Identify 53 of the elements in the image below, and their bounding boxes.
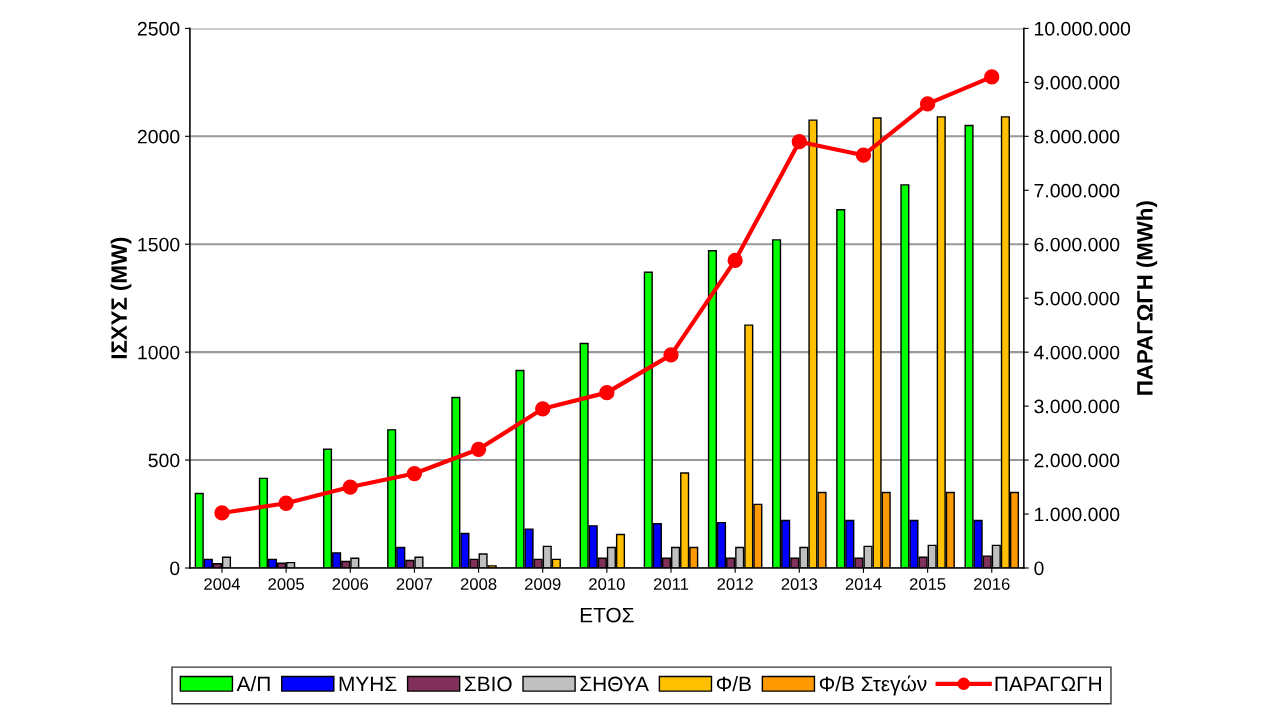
- y2-tick-label: 7.000.000: [1034, 183, 1120, 198]
- y2-tick-label: 5.000.000: [1034, 291, 1120, 306]
- y2-tick-label: 9.000.000: [1034, 75, 1120, 90]
- x-tick-label: 2004: [204, 578, 241, 590]
- x-tick-label: 2005: [268, 578, 304, 590]
- legend-label: Φ/Β Στεγών: [819, 675, 927, 696]
- legend-label: Α/Π: [236, 676, 270, 692]
- x-axis-title: ΕΤΟΣ: [580, 607, 634, 623]
- point: [599, 384, 615, 401]
- x-tick-label: 2014: [845, 578, 882, 590]
- point: [663, 347, 679, 363]
- y-tick-label: 2500: [137, 21, 180, 36]
- point: [727, 252, 743, 269]
- y-tick-label: 1000: [138, 345, 180, 360]
- y2-tick-label: 0: [1034, 561, 1044, 576]
- y2-tick-label: 8.000.000: [1034, 129, 1120, 144]
- point: [470, 441, 487, 457]
- point: [984, 69, 1000, 85]
- y2-tick-label: 6.000.000: [1034, 237, 1120, 252]
- y2-tick-label: 1.000.000: [1035, 507, 1120, 522]
- y-tick-label: 0: [170, 561, 180, 576]
- y2-tick-label: 4.000.000: [1034, 345, 1120, 360]
- x-tick-label: 2009: [525, 578, 561, 590]
- x-tick-label: 2007: [396, 578, 433, 590]
- y2-axis-title: ΠΑΡΑΓΩΓΗ (MWh): [1136, 201, 1158, 395]
- point: [406, 465, 423, 482]
- y2-tick-label: 2.000.000: [1034, 453, 1120, 468]
- y-tick-label: 500: [148, 453, 180, 468]
- point: [342, 479, 358, 495]
- x-tick-label: 2015: [909, 578, 946, 590]
- point: [855, 147, 872, 163]
- x-tick-label: 2008: [460, 578, 497, 590]
- x-tick-label: 2011: [653, 578, 689, 590]
- point: [214, 505, 230, 521]
- legend-label: Φ/Β: [716, 676, 751, 692]
- legend-label: ΣΗΘΥΑ: [580, 676, 649, 692]
- y2-tick-label: 10.000.000: [1035, 21, 1131, 36]
- x-tick-label: 2016: [974, 578, 1010, 590]
- point: [535, 401, 551, 417]
- y-tick-label: 1500: [138, 237, 180, 252]
- legend-label: ΣΒΙΟ: [464, 676, 512, 692]
- x-tick-label: 2012: [717, 578, 753, 590]
- x-tick-label: 2010: [589, 578, 625, 590]
- point: [278, 495, 294, 511]
- point: [791, 134, 807, 150]
- point: [919, 96, 936, 112]
- legend-label: ΜΥΗΣ: [339, 676, 397, 692]
- x-tick-label: 2013: [781, 578, 818, 590]
- y2-tick-label: 3.000.000: [1034, 399, 1120, 414]
- legend-label: ΠΑΡΑΓΩΓΗ: [995, 676, 1101, 692]
- x-tick-label: 2006: [332, 578, 369, 590]
- y-axis-title: ΙΣΧΥΣ (MW): [110, 237, 132, 359]
- y-tick-label: 2000: [137, 129, 180, 144]
